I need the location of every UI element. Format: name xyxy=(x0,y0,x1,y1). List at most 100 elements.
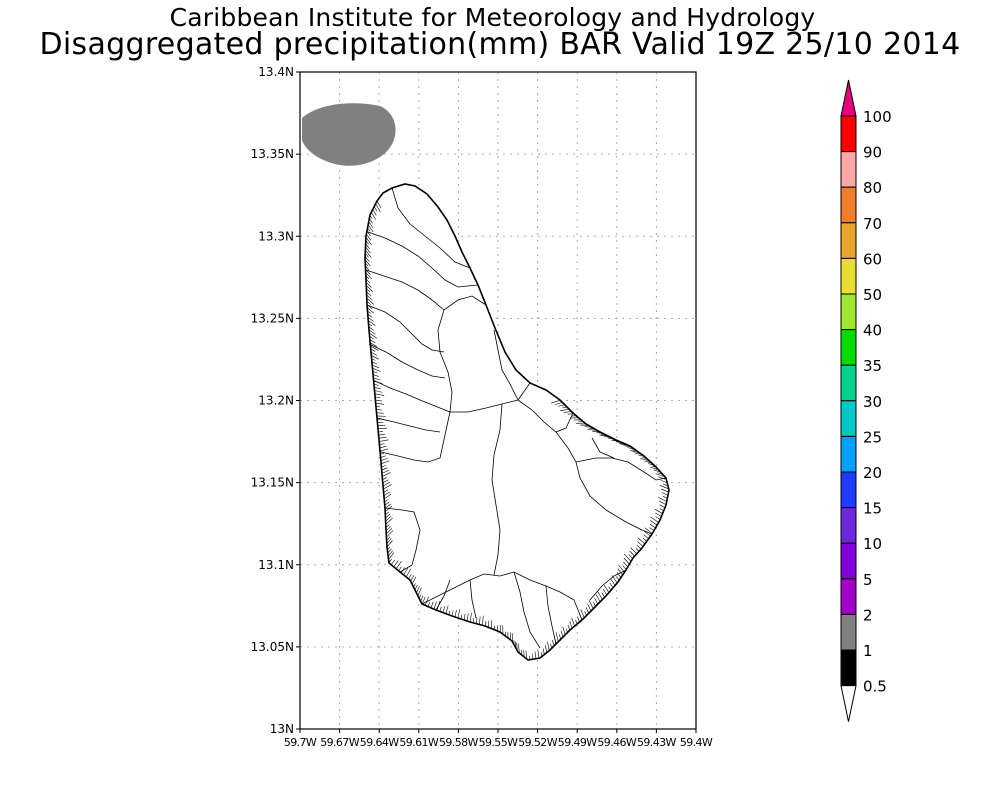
lat-tick-label: 13.2N xyxy=(258,394,294,408)
coastal-drainage-line xyxy=(635,548,640,552)
coastal-drainage-line xyxy=(659,485,669,490)
coastal-drainage-line xyxy=(387,546,391,551)
coastal-drainage-line xyxy=(367,307,374,314)
coastal-drainage-line xyxy=(365,240,369,245)
coastal-drainage-line xyxy=(373,206,378,212)
coastal-drainage-line xyxy=(599,434,609,437)
coastal-drainage-line xyxy=(372,209,377,216)
legend-level-label: 50 xyxy=(863,286,882,304)
coastal-drainage-line xyxy=(385,513,391,519)
coastal-drainage-line xyxy=(457,609,461,619)
coastal-drainage-line xyxy=(584,426,592,428)
coastal-drainage-line xyxy=(587,603,592,612)
coastal-drainage-line xyxy=(388,552,395,560)
coastal-drainage-line xyxy=(588,599,594,609)
coastal-drainage-line xyxy=(365,269,371,275)
coastal-drainage-line xyxy=(563,411,572,413)
coastal-drainage-line xyxy=(531,653,534,660)
coastal-drainage-line xyxy=(382,479,389,484)
coastal-drainage-line xyxy=(365,249,372,258)
coastal-drainage-line xyxy=(472,618,475,623)
coastal-drainage-line xyxy=(611,439,621,443)
coastal-drainage-line xyxy=(385,511,389,516)
coastal-drainage-line xyxy=(386,536,391,541)
coastal-drainage-line xyxy=(612,439,618,441)
coastal-drainage-line xyxy=(602,588,608,596)
coastal-drainage-line xyxy=(616,572,622,578)
coastal-drainage-line xyxy=(460,614,463,620)
coastal-drainage-line xyxy=(365,278,371,284)
coastal-drainage-line xyxy=(659,504,666,508)
coastal-drainage-line xyxy=(366,300,371,305)
coastal-drainage-line xyxy=(364,262,369,267)
coastal-drainage-line xyxy=(545,645,548,653)
coastal-drainage-line xyxy=(373,383,379,386)
coastal-drainage-line xyxy=(367,227,371,232)
coastal-drainage-line xyxy=(652,465,657,468)
coastal-drainage-line xyxy=(382,472,391,477)
coastal-drainage-line xyxy=(386,530,394,538)
legend-level-label: 5 xyxy=(863,571,873,589)
coastal-drainage-line xyxy=(559,634,561,640)
coastal-drainage-line xyxy=(623,445,632,448)
barbados-coastline xyxy=(364,183,670,661)
coastal-drainage-line xyxy=(553,636,557,644)
coastal-drainage-line xyxy=(371,358,376,361)
legend-level-label: 1 xyxy=(863,642,873,660)
coastal-drainage-line xyxy=(610,578,616,586)
coastal-drainage-line xyxy=(600,433,606,436)
coastal-drainage-line xyxy=(365,265,370,271)
coastal-drainage-line xyxy=(615,441,624,444)
coastal-drainage-line xyxy=(659,508,664,511)
coastal-drainage-line xyxy=(368,326,374,331)
coastal-drainage-line xyxy=(386,528,393,535)
coastal-drainage-line xyxy=(424,596,429,606)
coastal-drainage-line xyxy=(525,650,528,660)
coastal-drainage-line xyxy=(369,342,378,348)
coastal-drainage-line xyxy=(659,500,667,505)
lat-tick-label: 13.15N xyxy=(251,476,294,490)
coastal-drainage-line xyxy=(439,606,442,612)
coastal-drainage-line xyxy=(414,584,418,590)
coastal-drainage-line xyxy=(584,610,587,616)
coastal-drainage-line xyxy=(585,607,590,614)
coastal-drainage-line xyxy=(386,538,392,544)
coastal-drainage-line xyxy=(364,256,370,262)
coastal-drainage-line xyxy=(655,516,661,520)
coastal-drainage-line xyxy=(597,590,603,600)
legend-level-label: 2 xyxy=(863,606,873,624)
coastal-drainage-line xyxy=(580,609,585,618)
coastal-drainage-line xyxy=(370,348,376,352)
legend-level-label: 90 xyxy=(863,144,882,162)
coastal-drainage-line xyxy=(609,582,614,588)
coastal-drainage-line xyxy=(370,351,378,356)
coastal-drainage-line xyxy=(445,605,449,614)
lat-tick-label: 13.4N xyxy=(258,65,294,79)
coastal-drainage-line xyxy=(650,516,659,523)
coastal-drainage-line xyxy=(482,615,484,626)
coastal-drainage-line xyxy=(567,413,574,415)
lon-tick-label: 59.7W xyxy=(284,736,317,749)
coastal-drainage-line xyxy=(554,402,563,405)
coastal-drainage-line xyxy=(657,472,663,475)
coastal-drainage-line xyxy=(660,480,668,484)
coastal-drainage-line xyxy=(416,586,420,593)
color-legend: 100 90 80 70 60 50 40 35 30 25 20 15 10 5 2 1 0.5 xyxy=(840,79,892,722)
coastal-drainage-line xyxy=(569,621,573,629)
coastal-drainage-line xyxy=(640,458,650,462)
coastal-drainage-line xyxy=(644,460,652,464)
coastal-drainage-line xyxy=(380,455,387,458)
coastal-drainage-line xyxy=(550,643,552,649)
coastal-drainage-line xyxy=(385,517,393,525)
coastal-drainage-line xyxy=(636,544,642,550)
legend-color-box xyxy=(840,542,857,580)
coastal-drainage-line xyxy=(368,329,376,335)
coastal-drainage-line xyxy=(372,374,379,377)
coastal-drainage-line xyxy=(365,237,372,245)
coastal-drainage-line xyxy=(630,450,640,454)
coastal-drainage-line xyxy=(369,218,373,224)
coastal-drainage-line xyxy=(384,505,393,512)
coastal-drainage-line xyxy=(376,200,382,209)
coastal-drainage-line xyxy=(595,594,601,603)
